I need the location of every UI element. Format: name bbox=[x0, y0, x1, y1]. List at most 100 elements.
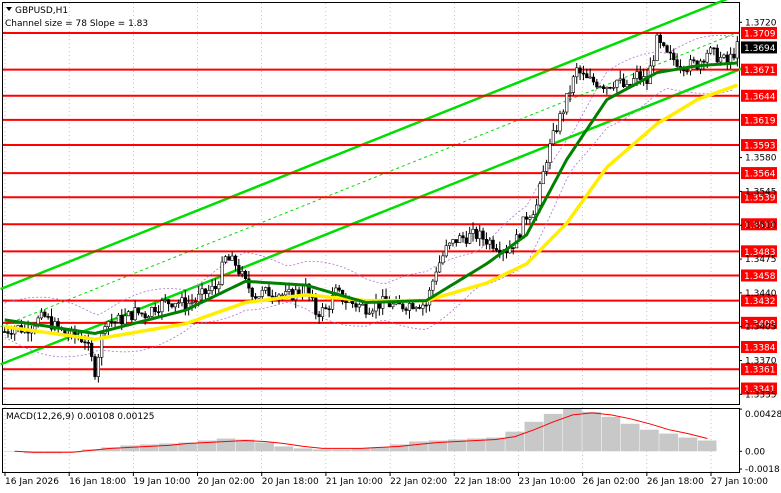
candle bbox=[451, 238, 455, 247]
candle bbox=[437, 255, 442, 273]
macd-bar bbox=[255, 442, 274, 452]
candle-body bbox=[635, 71, 639, 79]
level-tag-label: 1.3458 bbox=[744, 272, 776, 282]
candle bbox=[558, 110, 562, 135]
level-tag-label: 1.3341 bbox=[744, 385, 776, 395]
candle-body bbox=[6, 331, 10, 334]
candle bbox=[468, 226, 472, 245]
price-tick-label: 1.3440 bbox=[745, 289, 777, 299]
candle bbox=[478, 225, 482, 247]
candle-body bbox=[83, 341, 87, 344]
level-tag-bg bbox=[741, 294, 777, 307]
macd-tick-label: 0.004287 bbox=[745, 410, 781, 420]
time-axis: 16 Jan 2026 16 Jan 18:00 19 Jan 10:00 20 Ja… bbox=[4, 472, 768, 487]
candle bbox=[223, 255, 228, 264]
candle-body bbox=[658, 34, 662, 43]
level-tag-label: 1.3511 bbox=[744, 221, 776, 231]
price-tick-label: 1.3370 bbox=[745, 357, 777, 367]
candle-body bbox=[725, 54, 729, 64]
macd-bar bbox=[428, 440, 448, 452]
candle-body bbox=[638, 71, 642, 80]
level-tag-bg bbox=[741, 245, 777, 258]
candle bbox=[615, 79, 619, 93]
level-tag: 1.3341 bbox=[741, 382, 777, 395]
candle bbox=[200, 283, 204, 302]
level-tag: 1.3671 bbox=[741, 63, 777, 76]
candle bbox=[177, 299, 181, 308]
candle bbox=[448, 242, 452, 250]
channel-lower-line bbox=[0, 67, 742, 366]
candle bbox=[585, 68, 589, 79]
macd-bar bbox=[197, 440, 217, 452]
candle bbox=[320, 303, 325, 322]
candle-body bbox=[611, 87, 616, 89]
candle-body bbox=[652, 60, 656, 67]
candle-body bbox=[548, 143, 552, 163]
level-tag-bg bbox=[741, 89, 777, 102]
candle-body bbox=[464, 237, 468, 244]
time-tick-label: 16 Jan 2026 bbox=[5, 477, 59, 487]
candle-body bbox=[414, 307, 418, 310]
candle bbox=[421, 302, 425, 316]
candle-body bbox=[227, 256, 231, 261]
candle-body bbox=[197, 293, 201, 303]
price-tick-label: 1.3720 bbox=[745, 18, 777, 28]
level-tag: 1.3458 bbox=[741, 269, 777, 282]
candle-body bbox=[143, 313, 147, 319]
candle-body bbox=[367, 312, 371, 315]
candle bbox=[461, 231, 465, 243]
candle bbox=[110, 313, 114, 327]
candle-body bbox=[488, 239, 492, 245]
price-envelope bbox=[4, 34, 735, 358]
level-tag-bg bbox=[741, 269, 777, 282]
candle bbox=[672, 48, 676, 66]
dropdown-arrow-icon[interactable] bbox=[6, 7, 12, 11]
candle-body bbox=[729, 53, 733, 64]
candle-body bbox=[605, 86, 609, 89]
level-tag-bg bbox=[741, 363, 777, 376]
candle-body bbox=[401, 303, 405, 310]
candle bbox=[180, 293, 184, 307]
current-price-tag: 1.3694 bbox=[741, 41, 777, 54]
candle bbox=[528, 215, 532, 224]
candle-body bbox=[116, 314, 121, 323]
time-tick-label: 22 Jan 18:00 bbox=[454, 477, 511, 487]
candle-body bbox=[260, 289, 264, 297]
candle-body bbox=[718, 57, 723, 63]
candle-body bbox=[458, 235, 462, 243]
candle bbox=[524, 211, 529, 225]
channel-mid-line bbox=[0, 30, 742, 328]
symbol-label: GBPUSD,H1 bbox=[15, 6, 68, 16]
candle-body bbox=[481, 230, 485, 240]
candle bbox=[605, 86, 609, 95]
candle bbox=[237, 258, 241, 277]
candle-body bbox=[146, 316, 151, 319]
candle bbox=[210, 279, 214, 295]
candle-body bbox=[344, 301, 348, 303]
macd-signal-line bbox=[14, 412, 708, 453]
candle bbox=[167, 298, 171, 312]
candle bbox=[337, 284, 341, 293]
candle-body bbox=[588, 76, 592, 79]
candle-body bbox=[314, 297, 318, 315]
candle-body bbox=[531, 214, 535, 218]
candle-body bbox=[441, 255, 445, 264]
candle bbox=[257, 296, 261, 299]
macd-bar bbox=[351, 448, 371, 452]
candle-body bbox=[247, 278, 251, 289]
macd-bar bbox=[178, 442, 197, 452]
candle-body bbox=[180, 297, 184, 304]
envelope-upper bbox=[4, 34, 735, 316]
macd-bar bbox=[486, 437, 505, 452]
candle bbox=[264, 286, 268, 294]
candle-body bbox=[555, 130, 559, 132]
time-tick-label: 23 Jan 10:00 bbox=[518, 477, 575, 487]
level-tag-label: 1.3671 bbox=[744, 66, 776, 76]
candle bbox=[578, 65, 582, 81]
candle-body bbox=[217, 284, 221, 290]
candle-body bbox=[444, 245, 448, 257]
chart-header: GBPUSD,H1 Channel size = 78 Slope = 1.83 bbox=[5, 6, 148, 29]
candle bbox=[270, 289, 274, 305]
